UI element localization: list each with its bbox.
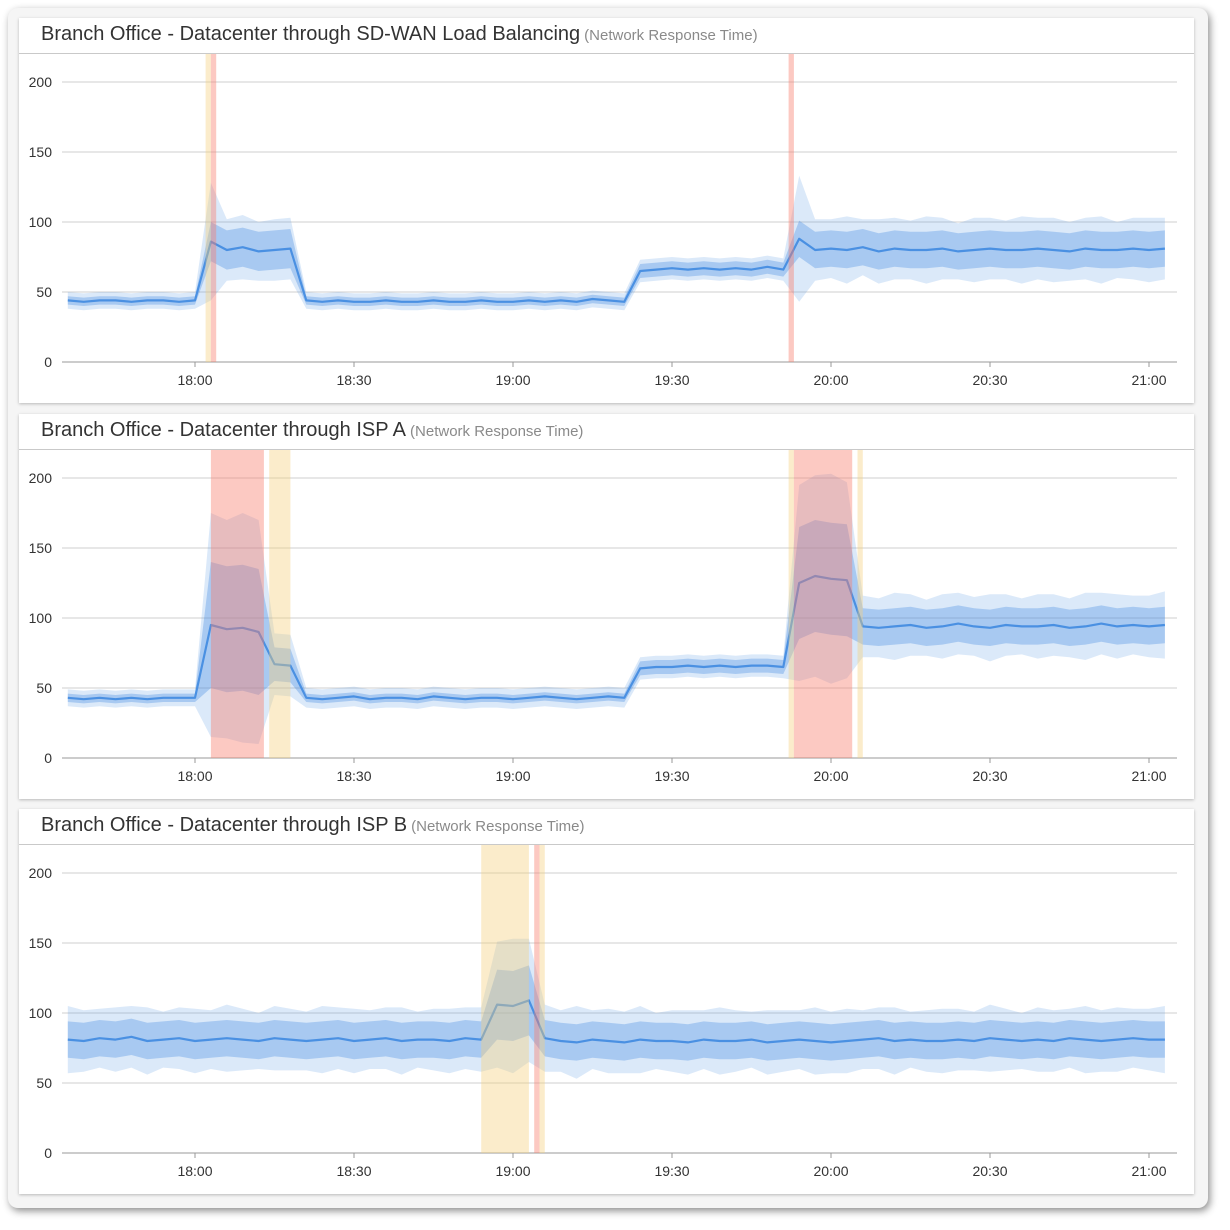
warning-event-band[interactable] [205, 54, 211, 362]
y-tick-label: 200 [29, 865, 53, 881]
outer-range-band [67, 473, 1165, 744]
panel-subtitle: (Network Response Time) [584, 27, 758, 44]
x-tick-label: 19:30 [654, 1163, 689, 1179]
title-divider [19, 844, 1194, 845]
x-tick-label: 18:00 [177, 1163, 212, 1179]
panel-title-text: Branch Office - Datacenter through ISP B [41, 814, 408, 836]
critical-event-band[interactable] [788, 54, 794, 362]
x-tick-label: 20:30 [972, 768, 1007, 784]
y-tick-label: 150 [29, 144, 53, 160]
x-tick-label: 20:00 [813, 768, 848, 784]
x-tick-label: 19:00 [495, 1163, 530, 1179]
y-tick-label: 0 [44, 750, 52, 766]
y-tick-label: 150 [29, 540, 53, 556]
x-tick-label: 19:00 [495, 372, 530, 388]
chart-plot: 0 50 100 150 200 18:00 18:30 19:00 19:30 20:00 20:… [29, 845, 1177, 1179]
x-tick-label: 18:00 [177, 372, 212, 388]
panel-title: Branch Office - Datacenter through ISP A… [41, 419, 583, 442]
y-tick-label: 0 [44, 1145, 52, 1161]
warning-event-band[interactable] [857, 450, 863, 758]
chart-panel-isp-a: Branch Office - Datacenter through ISP A… [19, 414, 1194, 799]
x-tick-label: 19:30 [654, 768, 689, 784]
y-tick-label: 100 [29, 610, 53, 626]
x-tick-label: 21:00 [1131, 372, 1166, 388]
panel-subtitle: (Network Response Time) [411, 818, 585, 835]
panel-subtitle: (Network Response Time) [410, 423, 584, 440]
warning-event-band[interactable] [788, 450, 794, 758]
y-tick-label: 50 [36, 284, 52, 300]
x-tick-label: 21:00 [1131, 1163, 1166, 1179]
title-divider [19, 53, 1194, 54]
x-tick-label: 18:00 [177, 768, 212, 784]
inner-range-band [67, 965, 1165, 1061]
outer-range-band [67, 175, 1165, 311]
mean-line [67, 237, 1165, 303]
chart-plot: 0 50 100 150 200 18:00 18:30 19:00 19:30 20:00 20:… [29, 54, 1177, 388]
y-tick-label: 200 [29, 470, 53, 486]
y-tick-label: 0 [44, 354, 52, 370]
panel-title-text: Branch Office - Datacenter through SD-WA… [41, 23, 581, 45]
y-tick-label: 150 [29, 935, 53, 951]
x-tick-label: 18:30 [336, 1163, 371, 1179]
critical-event-band[interactable] [534, 845, 540, 1153]
critical-event-band[interactable] [793, 450, 853, 758]
panel-title-text: Branch Office - Datacenter through ISP A [41, 419, 407, 441]
chart-panel-isp-b: Branch Office - Datacenter through ISP B… [19, 809, 1194, 1194]
warning-event-band[interactable] [481, 845, 529, 1153]
x-tick-label: 18:30 [336, 372, 371, 388]
y-tick-label: 100 [29, 1005, 53, 1021]
y-tick-label: 50 [36, 680, 52, 696]
x-tick-label: 19:30 [654, 372, 689, 388]
inner-range-band [67, 220, 1165, 306]
x-tick-label: 21:00 [1131, 768, 1166, 784]
critical-event-band[interactable] [210, 54, 217, 362]
x-tick-label: 19:00 [495, 768, 530, 784]
x-tick-label: 18:30 [336, 768, 371, 784]
critical-event-band[interactable] [210, 450, 264, 758]
panel-title: Branch Office - Datacenter through ISP B… [41, 814, 585, 837]
x-tick-label: 20:00 [813, 1163, 848, 1179]
x-tick-label: 20:30 [972, 372, 1007, 388]
y-tick-label: 200 [29, 74, 53, 90]
inner-range-band [67, 520, 1165, 704]
chart-panel-sdwan: Branch Office - Datacenter through SD-WA… [19, 18, 1194, 403]
x-tick-label: 20:00 [813, 372, 848, 388]
chart-plot: 0 50 100 150 200 18:00 18:30 19:00 19:30 20:00 20:… [29, 450, 1177, 784]
mean-line [67, 574, 1165, 701]
x-tick-label: 20:30 [972, 1163, 1007, 1179]
warning-event-band[interactable] [269, 450, 291, 758]
y-tick-label: 50 [36, 1075, 52, 1091]
mean-line [67, 999, 1165, 1044]
panel-title: Branch Office - Datacenter through SD-WA… [41, 23, 758, 46]
outer-range-band [67, 938, 1165, 1079]
y-tick-label: 100 [29, 214, 53, 230]
title-divider [19, 449, 1194, 450]
warning-event-band[interactable] [539, 845, 545, 1153]
